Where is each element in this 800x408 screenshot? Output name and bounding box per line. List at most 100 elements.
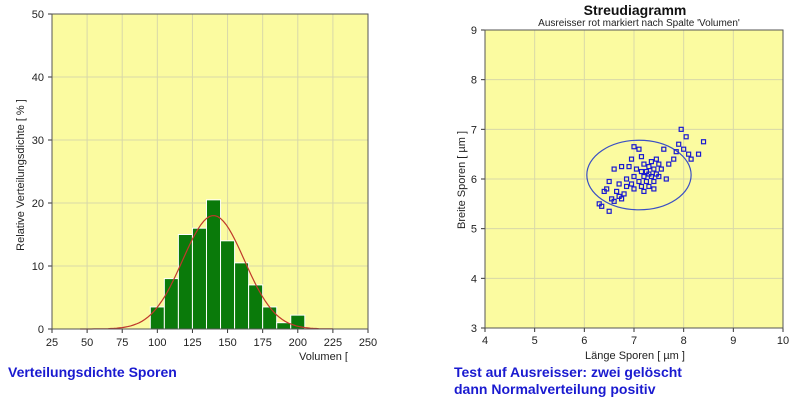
- y-tick-label: 5: [471, 224, 477, 236]
- x-tick-label: 50: [81, 337, 93, 349]
- histogram-bar: [220, 240, 236, 330]
- scatter-point: [658, 166, 664, 172]
- plot-frame: [51, 13, 369, 330]
- x-tick-label: 100: [148, 337, 166, 349]
- scatter-point: [653, 156, 659, 162]
- scatter-point: [618, 196, 625, 202]
- scatter-point: [661, 146, 667, 152]
- scatter-point: [611, 166, 617, 172]
- scatter-point: [638, 183, 645, 190]
- plot-frame: [484, 29, 784, 329]
- y-tick-label: 9: [471, 25, 477, 37]
- histogram-bar: [248, 284, 264, 330]
- x-tick-label: 8: [681, 335, 687, 347]
- scatter-point: [616, 181, 622, 187]
- x-tick-label: 5: [532, 335, 538, 347]
- x-tick-label: 10: [777, 335, 789, 347]
- scatter-point: [656, 173, 662, 180]
- x-axis-label: Volumen [: [299, 351, 348, 362]
- scatter-point: [599, 203, 605, 209]
- caption-right-line-2: dann Normalverteilung positiv: [454, 381, 656, 397]
- scatter-point: [646, 183, 652, 190]
- x-tick-label: 150: [218, 337, 236, 349]
- y-tick-label: 3: [471, 323, 477, 335]
- histogram-chart: Relative Verteilungsdichte [ % ] 25 50 75 1…: [15, 9, 377, 362]
- y-tick-label: 40: [32, 72, 44, 84]
- y-tick-label: 20: [32, 198, 44, 210]
- scatter-point: [648, 159, 654, 165]
- histogram-bar: [163, 278, 179, 330]
- scatter-point: [695, 151, 702, 157]
- scatter-point: [656, 161, 662, 167]
- y-tick-label: 10: [32, 261, 44, 273]
- y-axis-label: Breite Sporen [ µm ]: [456, 131, 468, 229]
- scatter-point: [681, 146, 687, 152]
- scatter-point: [683, 134, 689, 140]
- y-tick-label: 50: [32, 9, 44, 21]
- y-tick-label: 4: [471, 273, 477, 285]
- scatter-point: [614, 188, 620, 195]
- scatter-point: [631, 144, 637, 150]
- scatter-point: [606, 178, 612, 185]
- scatter-point: [618, 163, 625, 170]
- scatter-point: [636, 178, 642, 185]
- chart-subtitle: Ausreisser rot markiert nach Spalte 'Vol…: [538, 18, 740, 29]
- scatter-point: [671, 156, 677, 162]
- scatter-point: [673, 149, 679, 155]
- scatter-point: [666, 161, 672, 167]
- scatter-point: [626, 163, 632, 170]
- x-tick-label: 250: [359, 337, 377, 349]
- caption-right: Test auf Ausreisser: zwei gelöscht dann …: [454, 364, 682, 398]
- scatter-point: [643, 178, 650, 185]
- chart-title: Streudiagramm: [584, 2, 687, 18]
- scatter-point: [631, 173, 637, 180]
- y-tick-label: 8: [471, 75, 477, 87]
- x-tick-label: 4: [482, 335, 488, 347]
- scatter-point: [700, 139, 707, 145]
- x-tick-label: 25: [46, 337, 58, 349]
- x-tick-label: 7: [631, 335, 637, 347]
- x-tick-label: 6: [581, 335, 587, 347]
- scatter-point: [641, 161, 647, 167]
- y-tick-label: 0: [38, 324, 44, 336]
- x-tick-label: 225: [324, 337, 342, 349]
- scatter-point: [638, 168, 645, 175]
- y-tick-label: 30: [32, 135, 44, 147]
- x-axis-label: Länge Sporen [ µm ]: [585, 350, 685, 362]
- scatter-chart: Streudiagramm Ausreisser rot markiert na…: [456, 2, 789, 362]
- scatter-point: [628, 156, 635, 162]
- normal-fit-curve: [80, 215, 333, 330]
- histogram-bar: [149, 306, 165, 330]
- scatter-point: [628, 181, 635, 187]
- scatter-point: [606, 208, 612, 214]
- x-tick-label: 125: [183, 337, 201, 349]
- histogram-bar: [262, 306, 278, 330]
- scatter-point: [621, 191, 627, 197]
- scatter-point: [633, 166, 640, 172]
- scatter-point: [641, 188, 647, 195]
- scatter-point: [651, 186, 657, 192]
- caption-right-line-1: Test auf Ausreisser: zwei gelöscht: [454, 364, 682, 380]
- scatter-point: [623, 183, 630, 190]
- caption-left: Verteilungsdichte Sporen: [8, 364, 177, 380]
- scatter-point: [676, 141, 682, 147]
- x-tick-label: 75: [116, 337, 128, 349]
- scatter-point: [636, 146, 642, 152]
- scatter-point: [678, 126, 684, 132]
- histogram-bar: [234, 262, 250, 330]
- y-tick-label: 6: [471, 174, 477, 186]
- scatter-point: [623, 176, 630, 182]
- histogram-bar: [177, 234, 193, 330]
- scatter-point: [663, 176, 669, 182]
- scatter-point: [604, 186, 610, 192]
- histogram-bar: [205, 199, 222, 330]
- y-axis-label: Relative Verteilungsdichte [ % ]: [15, 99, 27, 251]
- x-tick-label: 9: [730, 335, 736, 347]
- x-tick-label: 200: [289, 337, 307, 349]
- scatter-point: [651, 166, 657, 172]
- scatter-point: [646, 163, 652, 170]
- scatter-point: [688, 156, 694, 162]
- scatter-point: [631, 186, 637, 192]
- scatter-point: [611, 198, 617, 204]
- scatter-point: [651, 178, 657, 185]
